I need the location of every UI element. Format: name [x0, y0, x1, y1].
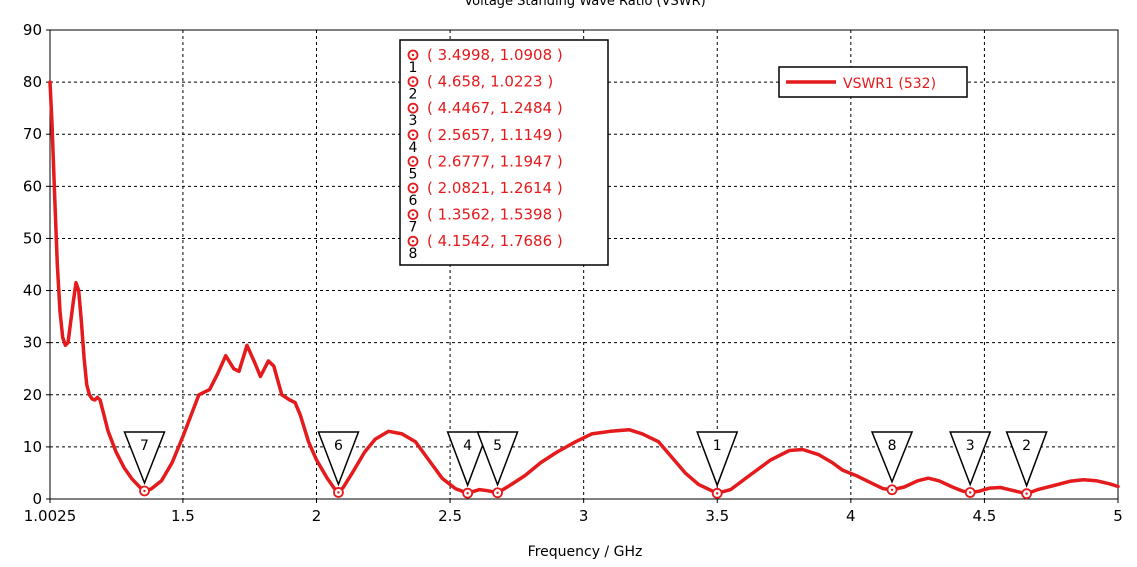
- coordinate-row-label: ( 4.1542, 1.7686 ): [427, 232, 563, 250]
- marker-5: 5: [476, 431, 519, 499]
- y-axis: 0 10 20 30 40 50 60 70 80 90: [23, 21, 50, 508]
- series-layer: [48, 80, 1120, 496]
- marker-7: 7: [123, 431, 166, 497]
- x-tick-label: 3: [579, 507, 589, 525]
- marker-flag: [123, 431, 166, 486]
- marker-point-center: [715, 492, 719, 495]
- coordinate-row-point-center: [411, 53, 415, 57]
- x-tick-label: 4.5: [972, 507, 996, 525]
- y-tick-label: 0: [32, 490, 42, 508]
- coordinate-row-point-center: [411, 213, 415, 216]
- legend-label: VSWR1 (532): [843, 76, 936, 92]
- chart-title: Voltage Standing Wave Ratio (VSWR): [464, 0, 705, 9]
- y-tick-label: 40: [23, 282, 42, 300]
- coordinate-row-number: 3: [409, 113, 418, 129]
- x-tick-label: 5: [1113, 507, 1123, 525]
- x-tick-label: 4: [846, 507, 856, 525]
- marker-number: 3: [966, 438, 975, 454]
- markers-layer: 1 2 3 4 5 6 7 8: [123, 431, 1048, 500]
- coordinate-row-3: 3 ( 4.4467, 1.2484 ): [407, 99, 563, 129]
- marker-point-center: [496, 491, 499, 494]
- marker-flag: [949, 431, 992, 487]
- marker-3: 3: [949, 431, 992, 498]
- coordinate-row-number: 4: [409, 140, 418, 156]
- coordinates-box-frame: [399, 39, 609, 266]
- y-tick-label: 50: [23, 229, 42, 247]
- x-tick-label: 3.5: [705, 507, 729, 525]
- x-tick-label: 1.0025: [24, 507, 77, 525]
- marker-flag: [317, 431, 360, 487]
- marker-point-center: [143, 489, 146, 493]
- y-tick-label: 10: [23, 438, 42, 456]
- coordinate-row-point-center: [411, 160, 415, 163]
- marker-point-center: [890, 488, 894, 491]
- y-tick-label: 90: [23, 21, 42, 39]
- marker-number: 7: [140, 438, 149, 454]
- marker-flag: [1005, 431, 1048, 488]
- legend: VSWR1 (532): [778, 66, 968, 98]
- coordinate-row-number: 1: [409, 60, 418, 76]
- marker-flag: [446, 431, 489, 488]
- marker-flag: [696, 431, 739, 488]
- marker-2: 2: [1005, 431, 1048, 500]
- y-tick-label: 80: [23, 73, 42, 91]
- coordinate-row-label: ( 1.3562, 1.5398 ): [427, 206, 563, 224]
- marker-number: 1: [713, 438, 722, 454]
- y-tick-label: 60: [23, 177, 42, 195]
- marker-number: 4: [463, 438, 472, 454]
- coordinate-row-1: 1 ( 3.4998, 1.0908 ): [407, 46, 563, 76]
- marker-number: 5: [493, 438, 502, 454]
- coordinate-row-number: 7: [409, 220, 418, 236]
- coordinate-row-number: 5: [409, 166, 418, 182]
- marker-number: 6: [334, 438, 343, 454]
- coordinate-row-point-center: [411, 107, 415, 110]
- marker-4: 4: [446, 431, 489, 499]
- coordinate-row-label: ( 3.4998, 1.0908 ): [427, 46, 563, 64]
- coordinate-row-2: 2 ( 4.658, 1.0223 ): [407, 73, 553, 103]
- marker-6: 6: [317, 431, 360, 498]
- coordinate-row-point-center: [411, 80, 415, 83]
- coordinate-row-label: ( 2.6777, 1.1947 ): [427, 152, 563, 170]
- marker-8: 8: [870, 431, 914, 496]
- x-tick-label: 1.5: [171, 507, 195, 525]
- x-axis: 1.0025 1.5 2 2.5 3 3.5 4 4.5 5: [24, 499, 1123, 525]
- marker-flag: [476, 431, 519, 487]
- y-tick-label: 70: [23, 125, 42, 143]
- coordinate-row-4: 4 ( 2.5657, 1.1149 ): [407, 126, 563, 156]
- marker-point-center: [466, 491, 469, 495]
- marker-1: 1: [696, 431, 739, 499]
- x-tick-label: 2: [312, 507, 322, 525]
- coordinate-row-8: 8 ( 4.1542, 1.7686 ): [407, 232, 563, 262]
- coordinate-row-7: 7 ( 1.3562, 1.5398 ): [407, 206, 563, 236]
- coordinate-row-number: 8: [409, 246, 418, 262]
- coordinate-row-number: 2: [409, 87, 418, 103]
- marker-point-center: [337, 491, 340, 494]
- y-tick-label: 30: [23, 334, 42, 352]
- coordinate-row-label: ( 2.5657, 1.1149 ): [427, 126, 563, 144]
- marker-point-center: [968, 491, 972, 494]
- series-line-vswr1: [48, 80, 1120, 496]
- coordinate-row-point-center: [411, 186, 415, 190]
- marker-number: 2: [1022, 438, 1031, 454]
- coordinate-row-6: 6 ( 2.0821, 1.2614 ): [407, 179, 563, 209]
- marker-flag: [870, 431, 914, 484]
- coordinate-row-label: ( 4.658, 1.0223 ): [427, 73, 553, 91]
- marker-number: 8: [888, 438, 897, 454]
- coordinate-row-point-center: [411, 133, 415, 136]
- coordinate-row-label: ( 4.4467, 1.2484 ): [427, 99, 563, 117]
- coordinate-row-label: ( 2.0821, 1.2614 ): [427, 179, 563, 197]
- coordinate-row-number: 6: [409, 193, 418, 209]
- marker-coordinates-box: 1 ( 3.4998, 1.0908 ) 2 ( 4.658, 1.0223 ) 3 ( …: [399, 39, 609, 266]
- x-tick-label: 2.5: [438, 507, 462, 525]
- marker-point-center: [1025, 492, 1028, 495]
- coordinate-row-5: 5 ( 2.6777, 1.1947 ): [407, 152, 563, 182]
- coordinate-row-point-center: [411, 240, 415, 243]
- x-axis-label: Frequency / GHz: [528, 544, 643, 560]
- y-tick-label: 20: [23, 386, 42, 404]
